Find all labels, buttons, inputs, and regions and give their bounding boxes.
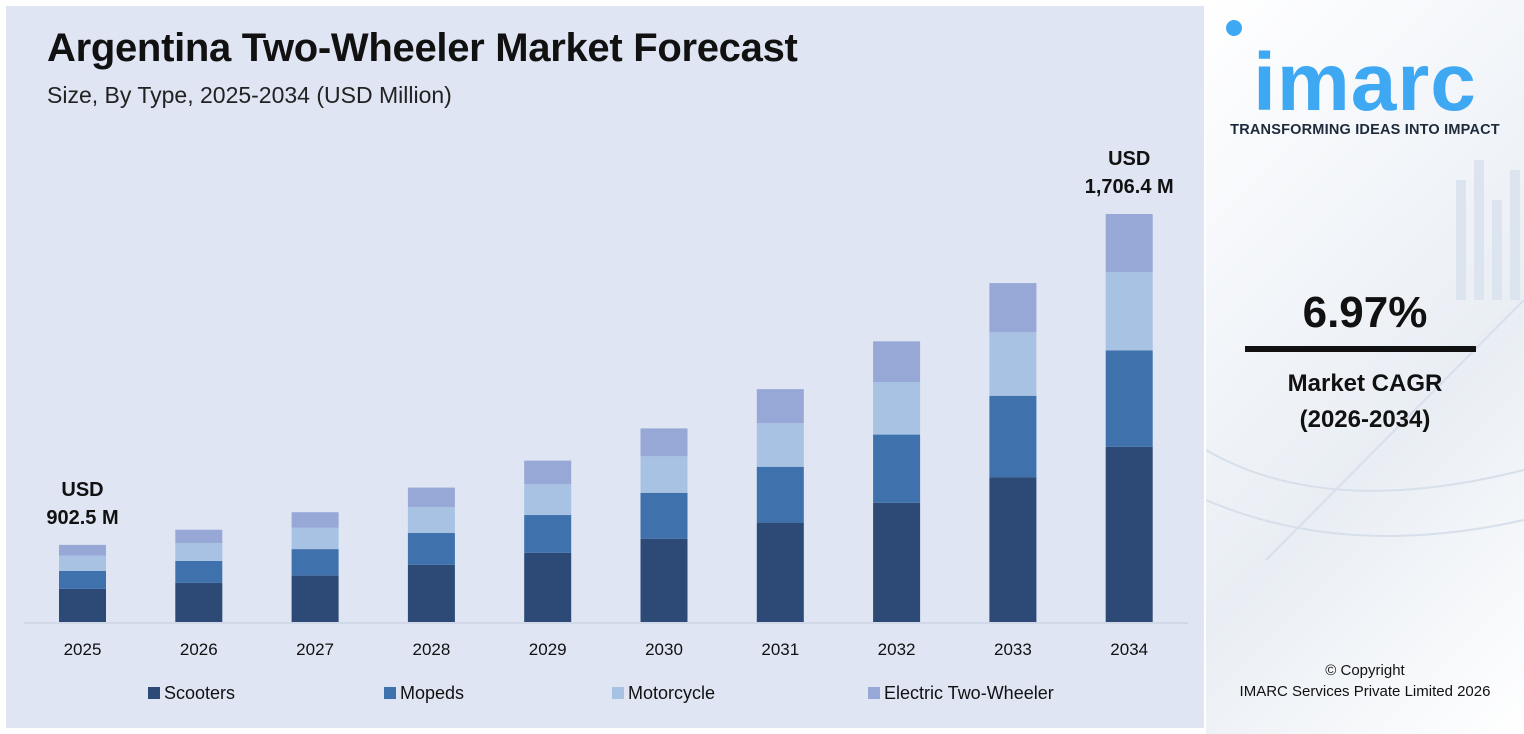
x-tick-label: 2033 <box>994 640 1032 659</box>
bar-2026-mopeds <box>175 560 223 583</box>
x-tick-label: 2030 <box>645 640 683 659</box>
chart-title: Argentina Two-Wheeler Market Forecast <box>47 26 798 70</box>
copyright-line2: IMARC Services Private Limited 2026 <box>1239 683 1491 700</box>
bar-2030-motorcycle <box>640 456 688 493</box>
bar-2027-electric-two-wheeler <box>291 512 339 528</box>
bar-2025-mopeds <box>59 570 106 589</box>
bar-2032-motorcycle <box>873 382 921 435</box>
bar-2027-scooters <box>291 575 339 622</box>
x-tick-label: 2034 <box>1110 640 1148 659</box>
bar-2030-scooters <box>640 538 688 622</box>
bar-2034-mopeds <box>1105 350 1153 447</box>
legend-swatch-electric-two-wheeler <box>868 687 880 699</box>
imarc-logo: imarc <box>1253 37 1477 128</box>
bar-2032-electric-two-wheeler <box>873 341 921 383</box>
bar-2028-motorcycle <box>407 506 455 534</box>
legend-label: Mopeds <box>400 683 464 703</box>
bar-2029-electric-two-wheeler <box>524 460 572 485</box>
x-tick-label: 2029 <box>529 640 567 659</box>
bar-2030-electric-two-wheeler <box>640 428 688 457</box>
background-chart-decoration <box>1206 160 1524 561</box>
bar-2028-electric-two-wheeler <box>407 487 455 507</box>
bar-2033-motorcycle <box>989 332 1037 396</box>
legend-swatch-scooters <box>148 687 160 699</box>
bar-2029-scooters <box>524 552 572 622</box>
annotation-label-line2: 1,706.4 M <box>1085 176 1174 198</box>
x-tick-label: 2027 <box>296 640 334 659</box>
bar-2031-motorcycle <box>756 423 804 467</box>
bar-2034-motorcycle <box>1105 272 1153 351</box>
side-panel: imarc TRANSFORMING IDEAS INTO IMPACT 6.9… <box>1206 0 1524 734</box>
bar-2031-electric-two-wheeler <box>756 389 804 424</box>
x-tick-label: 2025 <box>64 640 102 659</box>
bar-2027-mopeds <box>291 549 339 576</box>
bar-2033-scooters <box>989 477 1037 622</box>
bar-2026-motorcycle <box>175 542 223 561</box>
cagr-label-line1: Market CAGR <box>1287 370 1443 397</box>
bar-2033-mopeds <box>989 395 1037 478</box>
legend-label: Scooters <box>164 683 235 703</box>
bar-2029-mopeds <box>524 515 572 553</box>
bar-2034-scooters <box>1105 446 1153 622</box>
cagr-label: Market CAGR (2026-2034) <box>1206 366 1524 438</box>
bar-2026-electric-two-wheeler <box>175 529 223 543</box>
x-tick-label: 2028 <box>412 640 450 659</box>
annotation-label-line2: 902.5 M <box>46 507 118 529</box>
bar-2031-scooters <box>756 522 804 622</box>
cagr-divider <box>1245 346 1476 352</box>
bar-2031-mopeds <box>756 466 804 523</box>
bar-2033-electric-two-wheeler <box>989 283 1037 333</box>
legend-swatch-motorcycle <box>612 687 624 699</box>
x-tick-label: 2032 <box>878 640 916 659</box>
bar-2025-motorcycle <box>59 555 106 571</box>
bar-2025-electric-two-wheeler <box>59 544 106 556</box>
bar-2028-mopeds <box>407 533 455 565</box>
copyright-line1: © Copyright <box>1325 662 1405 679</box>
logo-dot <box>1226 20 1242 36</box>
legend-label: Electric Two-Wheeler <box>884 683 1054 703</box>
bar-2029-motorcycle <box>524 484 572 516</box>
bar-2032-mopeds <box>873 434 921 503</box>
logo-tagline: TRANSFORMING IDEAS INTO IMPACT <box>1230 122 1500 138</box>
copyright: © Copyright IMARC Services Private Limit… <box>1206 660 1524 702</box>
x-tick-label: 2031 <box>761 640 799 659</box>
bar-2028-scooters <box>407 564 455 622</box>
cagr-value: 6.97% <box>1302 288 1428 337</box>
bar-2027-motorcycle <box>291 527 339 550</box>
legend-swatch-mopeds <box>384 687 396 699</box>
stacked-bar-chart: 2025 2026 2027 2028 2029 2030 2031 2032 2033 2034… <box>24 148 1188 703</box>
legend-label: Motorcycle <box>628 683 715 703</box>
cagr-label-line2: (2026-2034) <box>1299 406 1431 433</box>
bar-2032-scooters <box>873 502 921 622</box>
x-tick-label: 2026 <box>180 640 218 659</box>
annotation-label-line1: USD <box>61 479 103 501</box>
bar-2025-scooters <box>59 588 106 622</box>
chart-subtitle: Size, By Type, 2025-2034 (USD Million) <box>47 82 452 108</box>
bar-2034-electric-two-wheeler <box>1105 214 1153 273</box>
bar-2030-mopeds <box>640 492 688 539</box>
bar-2026-scooters <box>175 582 223 622</box>
annotation-label-line1: USD <box>1108 148 1150 170</box>
